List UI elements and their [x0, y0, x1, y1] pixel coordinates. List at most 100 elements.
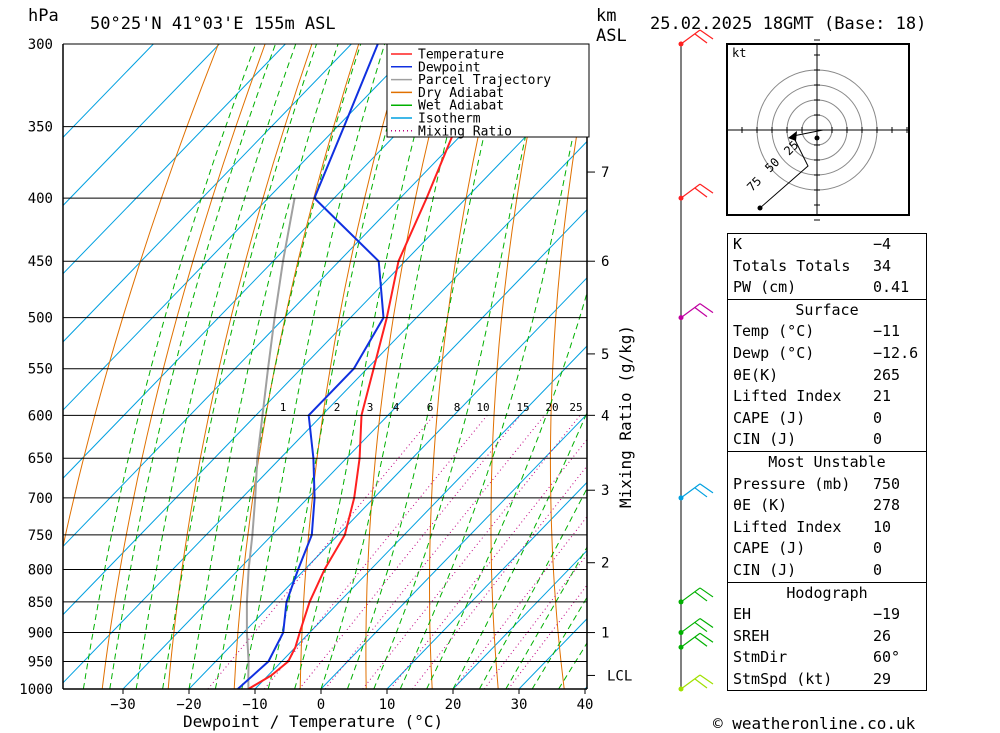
wind-profile: [678, 29, 714, 692]
index-row: EH −19: [728, 604, 926, 626]
index-value: −11: [873, 322, 901, 341]
pressure-tick-label: 950: [28, 655, 53, 671]
wind-barb-staff: [680, 183, 701, 199]
x-axis-label: Dewpoint / Temperature (°C): [183, 712, 443, 731]
mixing-ratio-line: [507, 584, 587, 689]
isotherm-line: [63, 44, 286, 275]
wind-barb-flag: [699, 618, 714, 629]
indices-most-unstable: Most Unstable Pressure (mb) 750 θE (K) 278 L…: [727, 451, 927, 583]
index-row: Dewp (°C) −12.6: [728, 343, 926, 365]
index-row: Totals Totals 34: [728, 256, 926, 278]
wind-barb-flag: [699, 29, 714, 40]
km-tick-label: 2: [601, 556, 609, 572]
index-key: SREH: [733, 626, 770, 645]
wet-adiabat-line: [478, 487, 587, 689]
index-key: CIN (J): [733, 560, 797, 579]
legend-label: Parcel Trajectory: [418, 73, 551, 88]
mixing-ratio-line: [412, 465, 587, 689]
index-value: 0: [873, 560, 883, 579]
wind-barb: [680, 674, 714, 690]
x-tick-label: 30: [511, 697, 528, 713]
index-key: θE (K): [733, 496, 788, 515]
index-row: K −4: [728, 234, 926, 256]
index-value: 60°: [873, 648, 901, 667]
x-tick-label: 40: [577, 697, 594, 713]
wind-barb: [680, 483, 714, 499]
wind-barb-flag: [694, 636, 708, 647]
index-key: θE(K): [733, 365, 779, 384]
index-row: PW (cm) 0.41: [728, 277, 926, 299]
pressure-tick-label: 850: [28, 595, 53, 611]
mixing-ratio-label: 2: [334, 401, 341, 414]
dry-adiabat-line: [101, 44, 266, 689]
legend-label: Wet Adiabat: [418, 99, 504, 114]
hodograph-point: [814, 135, 820, 141]
wind-barb-flag: [694, 187, 708, 198]
storm-motion-marker: [788, 131, 797, 141]
index-value: 34: [873, 256, 892, 275]
wet-adiabat-line: [452, 411, 587, 689]
wind-barb-flag: [699, 483, 714, 494]
index-key: Lifted Index: [733, 387, 842, 406]
x-tick-label: −20: [176, 697, 201, 713]
mixing-ratio-line: [324, 414, 545, 689]
pressure-tick-label: 700: [28, 491, 53, 507]
credit-text: © weatheronline.co.uk: [713, 714, 916, 733]
x-tick-label: 20: [445, 697, 462, 713]
dry-adiabat-line: [967, 44, 1000, 689]
wind-barb-flag: [694, 622, 708, 633]
isotherm-line: [63, 140, 587, 684]
pressure-tick-label: 600: [28, 408, 53, 424]
index-row: SREH 26: [728, 626, 926, 648]
mixing-ratio-labels: 1 2 3 4 6 8 10 15 20 25: [280, 401, 583, 414]
km-tick-label: 1: [601, 626, 609, 642]
km-label: km: [596, 6, 616, 26]
mixing-ratio-axis-label: Mixing Ratio (g/kg): [616, 325, 635, 508]
mixing-ratio-label: 4: [393, 401, 400, 414]
wet-adiabat-line: [82, 44, 257, 689]
wind-barb-staff: [680, 674, 701, 690]
isotherm-line: [320, 413, 587, 689]
isotherm-line: [386, 481, 587, 689]
km-tick-label: 3: [601, 483, 609, 499]
wind-barb-staff: [680, 29, 701, 45]
mixing-ratio-label: 8: [454, 401, 461, 414]
isotherm-line: [63, 44, 154, 139]
x-tick-label: −30: [110, 697, 135, 713]
pressure-tick-label: 400: [28, 191, 53, 207]
pressure-tick-label: 900: [28, 626, 53, 642]
index-row: CIN (J) 0: [728, 560, 926, 582]
indices-surface: Surface Temp (°C) −11 Dewp (°C) −12.6 θE(K) 2…: [727, 299, 927, 452]
hodograph-title: Hodograph: [786, 583, 868, 602]
x-tick-label: −10: [242, 697, 267, 713]
wind-barb: [680, 632, 714, 648]
dry-adiabat-line: [664, 44, 696, 689]
mixing-ratio-line: [362, 414, 581, 689]
isotherm-line: [63, 44, 220, 207]
dry-adiabat-line: [233, 44, 360, 689]
parcel-trajectory-line: [245, 197, 296, 689]
x-tick-label: 10: [379, 697, 396, 713]
index-key: StmSpd (kt): [733, 669, 833, 688]
isotherm-line: [254, 345, 587, 689]
index-value: 0: [873, 430, 883, 449]
profiles: [237, 44, 505, 689]
legend-label: Temperature: [418, 48, 504, 63]
mixing-ratio-line: [298, 414, 521, 689]
wind-barb-staff: [680, 587, 701, 603]
wind-barb: [680, 618, 714, 634]
dry-adiabat-line: [490, 44, 547, 689]
index-row: CIN (J) 0: [728, 429, 926, 451]
wind-barb-flag: [694, 591, 708, 602]
mixing-ratio-label: 25: [569, 401, 582, 414]
wet-adiabat-line: [188, 44, 339, 689]
wind-barb: [680, 303, 714, 319]
index-key: CIN (J): [733, 430, 797, 449]
surface-title: Surface: [795, 300, 859, 319]
index-key: StmDir: [733, 648, 788, 667]
dry-adiabat-line: [920, 44, 1000, 689]
legend-label: Dry Adiabat: [418, 86, 504, 101]
wind-barb-staff: [680, 483, 701, 499]
